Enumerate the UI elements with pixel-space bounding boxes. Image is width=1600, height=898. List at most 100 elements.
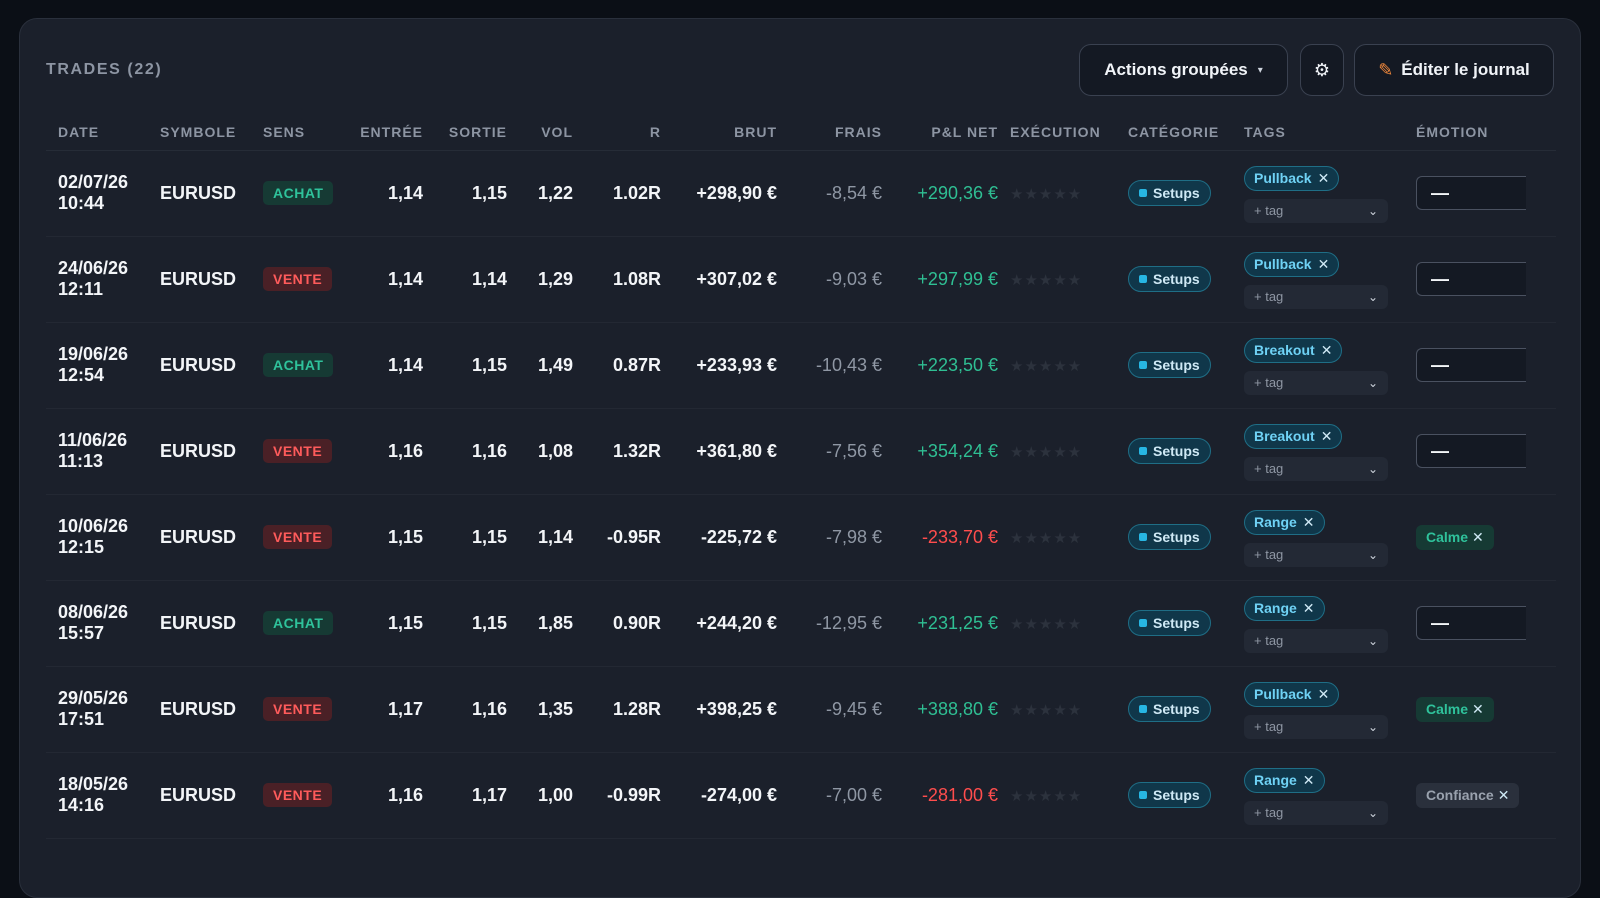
emotion-input[interactable]: — <box>1416 262 1526 296</box>
col-fees[interactable]: FRAIS <box>783 114 888 151</box>
col-date[interactable]: DATE <box>46 114 154 151</box>
table-row[interactable]: 19/06/26 12:54 EURUSD ACHAT 1,14 1,15 1,4… <box>46 322 1556 409</box>
tag-chip[interactable]: Pullback ✕ <box>1244 681 1340 707</box>
close-icon[interactable]: ✕ <box>1497 786 1510 803</box>
cell-fees: -9,45 € <box>783 666 888 753</box>
col-emotion[interactable]: ÉMOTION <box>1410 114 1556 151</box>
edit-journal-button[interactable]: ✎ Éditer le journal <box>1354 44 1554 96</box>
col-gross[interactable]: BRUT <box>667 114 783 151</box>
col-entry[interactable]: ENTRÉE <box>343 114 429 151</box>
table-row[interactable]: 02/07/26 10:44 EURUSD ACHAT 1,14 1,15 1,2… <box>46 150 1556 237</box>
cell-category: Setups <box>1122 580 1238 667</box>
emotion-input[interactable]: — <box>1416 176 1526 210</box>
bulk-actions-button[interactable]: Actions groupées ▾ <box>1079 44 1288 96</box>
add-tag-select[interactable]: + tag ⌄ <box>1244 542 1388 567</box>
close-icon[interactable]: ✕ <box>1472 700 1484 717</box>
tag-chip[interactable]: Breakout ✕ <box>1244 423 1343 449</box>
col-side[interactable]: SENS <box>257 114 343 151</box>
col-net[interactable]: P&L NET <box>888 114 1004 151</box>
side-badge: ACHAT <box>263 353 334 377</box>
cell-execution[interactable]: ★★★★★ <box>1004 322 1122 409</box>
star-rating-icon[interactable]: ★★★★★ <box>1010 529 1083 547</box>
add-tag-select[interactable]: + tag ⌄ <box>1244 198 1388 223</box>
star-rating-icon[interactable]: ★★★★★ <box>1010 271 1083 289</box>
cell-r: 1.32R <box>579 408 667 495</box>
cell-execution[interactable]: ★★★★★ <box>1004 666 1122 753</box>
cell-tags: Breakout ✕ + tag ⌄ <box>1238 408 1410 495</box>
star-rating-icon[interactable]: ★★★★★ <box>1010 787 1083 805</box>
col-r[interactable]: R <box>579 114 667 151</box>
settings-button[interactable]: ⚙ <box>1300 44 1344 96</box>
add-tag-select[interactable]: + tag ⌄ <box>1244 714 1388 739</box>
emotion-input[interactable]: — <box>1416 434 1526 468</box>
table-row[interactable]: 08/06/26 15:57 EURUSD ACHAT 1,15 1,15 1,8… <box>46 580 1556 667</box>
table-row[interactable]: 24/06/26 12:11 EURUSD VENTE 1,14 1,14 1,2… <box>46 236 1556 323</box>
col-tags[interactable]: TAGS <box>1238 114 1410 151</box>
date-time: 14:16 <box>58 795 105 815</box>
tag-chip[interactable]: Range ✕ <box>1244 595 1325 621</box>
cell-execution[interactable]: ★★★★★ <box>1004 236 1122 323</box>
col-symbol[interactable]: SYMBOLE <box>154 114 257 151</box>
star-rating-icon[interactable]: ★★★★★ <box>1010 615 1083 633</box>
close-icon[interactable]: ✕ <box>1320 427 1333 444</box>
cell-gross: +298,90 € <box>667 150 783 237</box>
cell-category: Setups <box>1122 408 1238 495</box>
star-rating-icon[interactable]: ★★★★★ <box>1010 185 1083 203</box>
category-badge[interactable]: Setups <box>1128 352 1211 378</box>
cell-side: VENTE <box>257 666 343 753</box>
emotion-label: Confiance <box>1426 787 1494 803</box>
close-icon[interactable]: ✕ <box>1317 685 1330 702</box>
cell-exit: 1,16 <box>429 408 513 495</box>
category-badge[interactable]: Setups <box>1128 180 1211 206</box>
close-icon[interactable]: ✕ <box>1302 771 1315 788</box>
category-badge[interactable]: Setups <box>1128 696 1211 722</box>
tag-chip[interactable]: Range ✕ <box>1244 767 1325 793</box>
star-rating-icon[interactable]: ★★★★★ <box>1010 443 1083 461</box>
tag-chip[interactable]: Breakout ✕ <box>1244 337 1343 363</box>
category-badge[interactable]: Setups <box>1128 610 1211 636</box>
cell-net: +354,24 € <box>888 408 1004 495</box>
col-exit[interactable]: SORTIE <box>429 114 513 151</box>
cell-entry: 1,15 <box>343 494 429 581</box>
emotion-label: Calme <box>1426 701 1469 717</box>
emotion-chip[interactable]: Confiance ✕ <box>1416 782 1520 808</box>
close-icon[interactable]: ✕ <box>1317 255 1330 272</box>
star-rating-icon[interactable]: ★★★★★ <box>1010 357 1083 375</box>
close-icon[interactable]: ✕ <box>1317 169 1330 186</box>
category-badge[interactable]: Setups <box>1128 438 1211 464</box>
add-tag-select[interactable]: + tag ⌄ <box>1244 628 1388 653</box>
category-badge[interactable]: Setups <box>1128 266 1211 292</box>
emotion-input[interactable]: — <box>1416 606 1526 640</box>
close-icon[interactable]: ✕ <box>1302 513 1315 530</box>
table-row[interactable]: 29/05/26 17:51 EURUSD VENTE 1,17 1,16 1,3… <box>46 666 1556 753</box>
cell-execution[interactable]: ★★★★★ <box>1004 752 1122 839</box>
table-row[interactable]: 11/06/26 11:13 EURUSD VENTE 1,16 1,16 1,0… <box>46 408 1556 495</box>
tag-chip[interactable]: Pullback ✕ <box>1244 251 1340 277</box>
add-tag-select[interactable]: + tag ⌄ <box>1244 284 1388 309</box>
col-category[interactable]: CATÉGORIE <box>1122 114 1238 151</box>
cell-execution[interactable]: ★★★★★ <box>1004 150 1122 237</box>
close-icon[interactable]: ✕ <box>1302 599 1315 616</box>
cell-execution[interactable]: ★★★★★ <box>1004 494 1122 581</box>
close-icon[interactable]: ✕ <box>1320 341 1333 358</box>
table-row[interactable]: 18/05/26 14:16 EURUSD VENTE 1,16 1,17 1,0… <box>46 752 1556 839</box>
add-tag-select[interactable]: + tag ⌄ <box>1244 370 1388 395</box>
cell-execution[interactable]: ★★★★★ <box>1004 580 1122 667</box>
cell-fees: -10,43 € <box>783 322 888 409</box>
close-icon[interactable]: ✕ <box>1472 528 1484 545</box>
emotion-chip[interactable]: Calme ✕ <box>1416 696 1494 722</box>
add-tag-select[interactable]: + tag ⌄ <box>1244 456 1388 481</box>
table-row[interactable]: 10/06/26 12:15 EURUSD VENTE 1,15 1,15 1,1… <box>46 494 1556 581</box>
col-vol[interactable]: VOL <box>513 114 579 151</box>
category-badge[interactable]: Setups <box>1128 782 1211 808</box>
star-rating-icon[interactable]: ★★★★★ <box>1010 701 1083 719</box>
tag-chip[interactable]: Range ✕ <box>1244 509 1325 535</box>
category-badge[interactable]: Setups <box>1128 524 1211 550</box>
cell-exit: 1,15 <box>429 322 513 409</box>
emotion-input[interactable]: — <box>1416 348 1526 382</box>
emotion-chip[interactable]: Calme ✕ <box>1416 524 1494 550</box>
cell-execution[interactable]: ★★★★★ <box>1004 408 1122 495</box>
tag-chip[interactable]: Pullback ✕ <box>1244 165 1340 191</box>
col-execution[interactable]: EXÉCUTION <box>1004 114 1122 151</box>
add-tag-select[interactable]: + tag ⌄ <box>1244 800 1388 825</box>
